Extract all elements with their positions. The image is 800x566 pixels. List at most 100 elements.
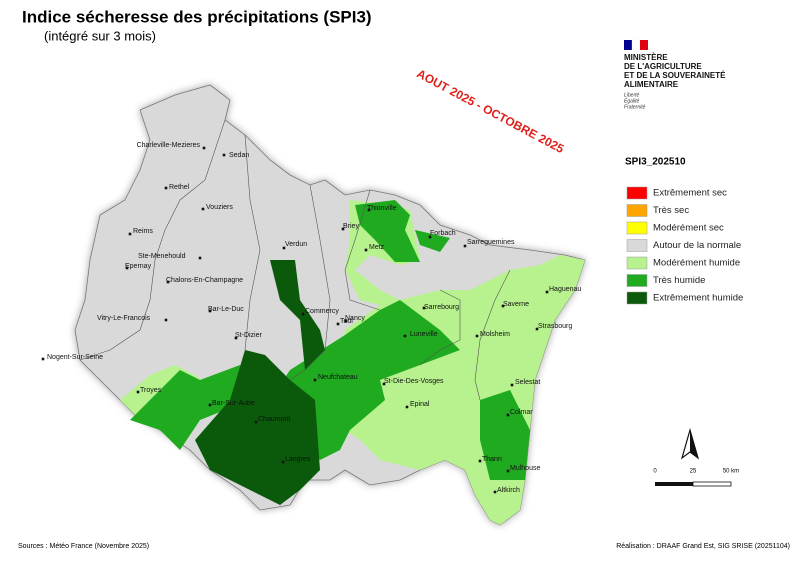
legend-label: Très humide	[653, 275, 705, 286]
legend-swatch	[626, 256, 648, 270]
city-dot	[336, 322, 340, 326]
city-dot	[535, 327, 539, 331]
city-label: Chalons-En-Champagne	[166, 277, 243, 284]
city-label: Forbach	[430, 230, 456, 237]
cities: Charleville-Mezieres Sedan Rethel Vouziers R…	[41, 142, 581, 494]
city-label: St-Dizier	[235, 332, 263, 339]
ministry-logo	[624, 39, 648, 51]
scale-label: 50 km	[723, 469, 739, 475]
north-arrow	[680, 427, 700, 460]
city-dot	[341, 227, 345, 231]
city-label: Bar-Le-Duc	[208, 306, 244, 313]
title: Indice sécheresse des précipitations (SP…	[22, 7, 372, 26]
motto: Liberté	[624, 92, 640, 98]
city-label: St-Die-Des-Vosges	[384, 378, 444, 385]
city-label: Metz	[369, 244, 385, 251]
scale-bar	[655, 481, 732, 487]
legend-label: Modérément humide	[653, 258, 740, 269]
city-label: Briey	[343, 223, 359, 230]
ministry-line: MINISTÈRE	[624, 53, 668, 62]
motto: Fraternité	[624, 104, 646, 110]
city-label: Verdun	[285, 241, 307, 248]
city-dot	[501, 304, 505, 308]
city-dot	[301, 312, 305, 316]
city-label: Vouziers	[206, 204, 233, 211]
city-label: Sarrebourg	[424, 304, 459, 311]
city-dot	[222, 153, 226, 157]
city-label: Charleville-Mezieres	[137, 142, 201, 149]
legend-swatch	[626, 186, 648, 200]
motto: Égalité	[624, 97, 640, 104]
ministry-line: ALIMENTAIRE	[624, 80, 679, 89]
city-label: Sarreguemines	[467, 239, 515, 246]
city-dot	[510, 383, 514, 387]
subtitle: (intégré sur 3 mois)	[44, 28, 156, 43]
city-dot	[344, 319, 348, 323]
department-borders	[79, 119, 511, 401]
city-label: Epernay	[125, 263, 152, 270]
city-label: Thann	[482, 456, 502, 463]
city-dot	[313, 378, 317, 382]
city-dot	[164, 186, 168, 190]
city-label: Nogent-Sur-Seine	[47, 354, 103, 361]
city-label: Sedan	[229, 152, 249, 159]
legend-title: SPI3_202510	[625, 157, 686, 168]
legend-label: Très sec	[653, 205, 689, 216]
city-label: Commercy	[305, 308, 339, 315]
period: AOUT 2025 - OCTOBRE 2025	[414, 66, 566, 156]
city-label: Saverne	[503, 301, 529, 308]
city-label: Luneville	[410, 331, 438, 338]
city-label: Neufchateau	[318, 374, 358, 381]
city-label: Colmar	[510, 409, 533, 416]
city-dot	[506, 413, 510, 417]
city-dot	[506, 469, 510, 473]
legend-swatch	[626, 274, 648, 287]
city-dot	[41, 357, 45, 361]
credit: Réalisation : DRAAF Grand Est, SIG SRISE…	[616, 543, 790, 550]
city-label: Rethel	[169, 184, 190, 191]
legend-label: Modérément sec	[653, 223, 724, 234]
city-label: Reims	[133, 228, 153, 235]
city-label: Selestat	[515, 379, 540, 386]
sources: Sources : Météo France (Novembre 2025)	[18, 543, 149, 550]
rain-zones	[120, 200, 585, 525]
city-dot	[234, 336, 238, 340]
city-label: Strasbourg	[538, 323, 572, 330]
city-label: Mulhouse	[510, 465, 540, 472]
ministry-line: DE L'AGRICULTURE	[624, 62, 702, 71]
city-dot	[166, 280, 170, 284]
city-label: Thionville	[367, 205, 397, 212]
city-dot	[201, 207, 205, 211]
legend-label: Extrêmement sec	[653, 188, 727, 199]
scale-labels: 0 25 50 km	[653, 469, 739, 475]
city-label: Ste-Menehould	[138, 253, 186, 260]
city-dot	[478, 459, 482, 463]
city-dot	[463, 244, 467, 248]
city-label: Molsheim	[480, 331, 510, 338]
city-dot	[403, 334, 407, 338]
city-dot	[382, 382, 386, 386]
legend-swatch	[626, 204, 648, 217]
legend-swatch	[626, 291, 648, 305]
legend-label: Extrêmement humide	[653, 293, 743, 304]
city-dot	[164, 318, 168, 322]
scale-label: 25	[690, 469, 697, 475]
city-label: Nancy	[345, 315, 365, 322]
legend: Extrêmement sec Très sec Modérément sec Aut…	[626, 186, 743, 305]
city-label: Haguenau	[549, 286, 581, 293]
city-dot	[493, 490, 497, 494]
city-dot	[281, 460, 285, 464]
city-dot	[428, 235, 432, 239]
legend-swatch	[626, 239, 648, 252]
city-dot	[128, 232, 132, 236]
city-label: Troyes	[140, 387, 162, 394]
city-dot	[208, 403, 212, 407]
city-label: Epinal	[410, 401, 430, 408]
legend-swatch	[626, 221, 648, 235]
city-dot	[136, 390, 140, 394]
ministry-line: ET DE LA SOUVERAINETÉ	[624, 71, 726, 80]
